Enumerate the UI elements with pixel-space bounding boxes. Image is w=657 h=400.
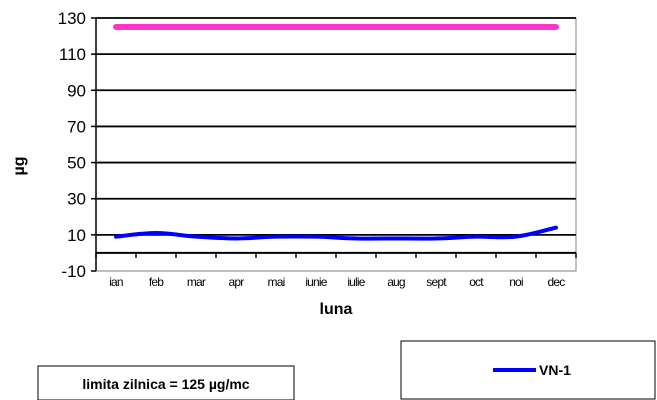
y-tick-label: 90 [67,81,86,100]
legend-series-box: VN-1 [400,340,656,400]
x-tick-label: aug [387,275,405,289]
series-layer [113,24,559,241]
x-tick-label: feb [149,275,164,289]
legend-vn1-label: VN-1 [539,362,571,378]
x-tick-label: mai [268,275,285,289]
y-axis-title: µg [11,157,28,176]
y-tick-label: 30 [67,190,86,209]
x-tick-label: noi [509,275,523,289]
y-axis: -10 10 30 50 70 90 110 130 [58,9,97,281]
x-tick-label: iunie [305,275,327,289]
x-tick-label: oct [469,275,484,289]
plot-area [95,17,577,272]
y-tick-label: 110 [59,45,86,64]
x-tick-label: apr [229,275,245,289]
x-tick-label: mar [187,275,206,289]
legend-limit-label: limita zilnica = 125 µg/mc [82,376,249,392]
x-tick-label: iulie [347,275,365,289]
x-tick-label: sept [426,275,447,289]
y-tick-label: 130 [58,9,86,28]
y-tick-label: 10 [67,226,86,245]
series-line-vn1 [114,225,558,241]
legend-limit-box: limita zilnica = 125 µg/mc [37,365,295,400]
x-axis-title: luna [320,301,353,318]
x-tick-label: ian [109,275,123,289]
y-tick-label: 50 [67,154,86,173]
y-tick-label: 70 [67,117,86,136]
x-axis: ian feb mar apr mai iunie iulie aug sept oct noi de… [95,251,577,289]
x-tick-label: dec [548,275,566,289]
y-tick-label: -10 [61,262,86,281]
